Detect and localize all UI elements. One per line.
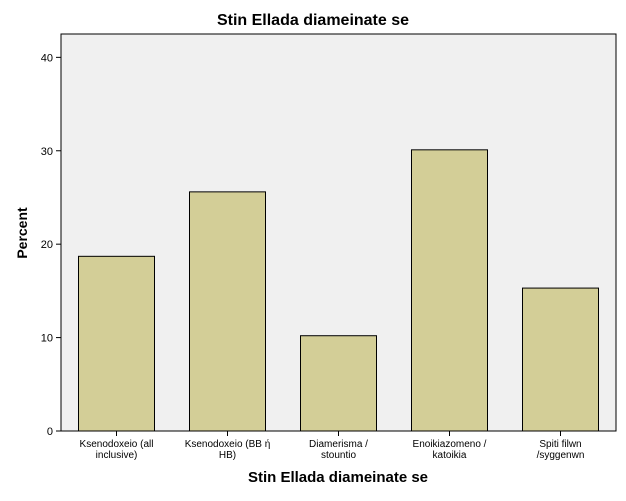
x-tick-label: inclusive) (96, 450, 138, 461)
x-tick-label: Ksenodoxeio (BB ή (185, 438, 271, 450)
x-tick-label: Ksenodoxeio (all (80, 439, 154, 450)
x-tick-label: Spiti filwn (539, 439, 581, 450)
x-tick-label: /syggenwn (537, 450, 585, 461)
x-tick-label: HB) (219, 450, 236, 461)
y-tick-label: 20 (41, 239, 53, 251)
bar (522, 287, 599, 432)
x-tick-label: katoikia (433, 450, 467, 461)
x-tick-label: Enoikiazomeno / (413, 439, 487, 450)
bar (411, 149, 488, 432)
bar (189, 191, 266, 432)
x-axis-title: Stin Ellada diameinate se (247, 469, 429, 486)
y-tick-label: 0 (47, 426, 53, 438)
bar (78, 255, 155, 432)
y-tick-label: 10 (41, 333, 53, 345)
bar (300, 335, 377, 432)
y-tick-label: 30 (41, 146, 53, 158)
y-tick-label: 40 (41, 52, 53, 64)
chart-title: Stin Ellada diameinate se (216, 12, 410, 29)
x-tick-label: stountio (321, 450, 356, 461)
x-tick-label: Diamerisma / (309, 439, 368, 450)
